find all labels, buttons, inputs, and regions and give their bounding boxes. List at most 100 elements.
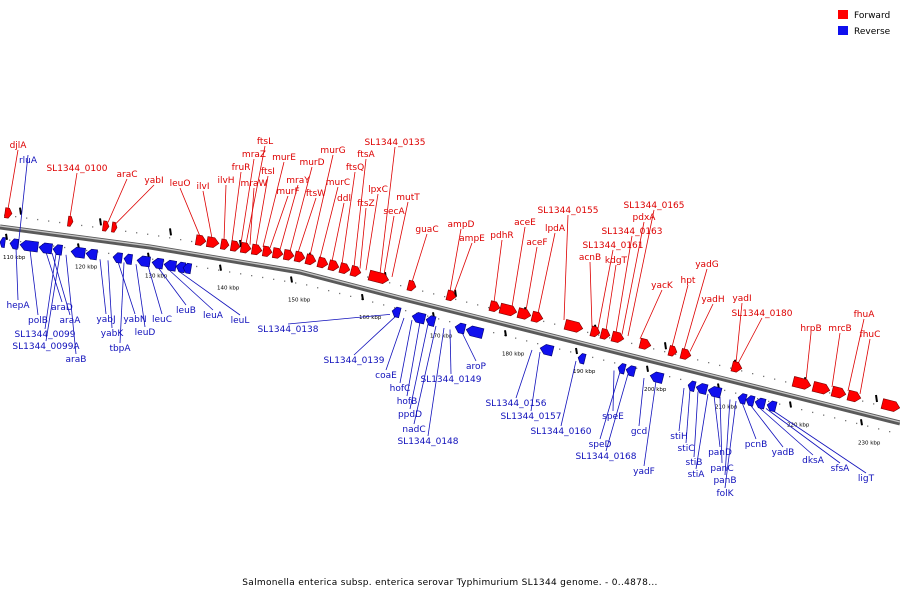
reverse-gene-arrow[interactable]: [391, 306, 402, 319]
reverse-gene-label[interactable]: ligT: [858, 474, 875, 484]
forward-gene-label[interactable]: ftsL: [257, 137, 273, 147]
reverse-gene-label[interactable]: pcnB: [745, 440, 768, 450]
reverse-gene-arrow[interactable]: [617, 363, 627, 375]
forward-gene-arrow[interactable]: [250, 243, 263, 256]
reverse-gene-label[interactable]: yabN: [123, 315, 146, 325]
reverse-gene-label[interactable]: speD: [589, 440, 612, 450]
reverse-gene-label[interactable]: SL1344_0139: [323, 356, 384, 366]
reverse-gene-label[interactable]: araB: [66, 355, 87, 365]
reverse-gene-label[interactable]: polB: [28, 316, 48, 326]
reverse-gene-label[interactable]: aroP: [466, 362, 487, 372]
forward-gene-arrow[interactable]: [589, 325, 601, 338]
reverse-gene-label[interactable]: speE: [602, 412, 624, 422]
reverse-gene-label[interactable]: hofB: [397, 397, 418, 407]
forward-gene-label[interactable]: mraZ: [242, 150, 266, 160]
forward-gene-label[interactable]: SL1344_0165: [623, 201, 684, 211]
forward-gene-arrow[interactable]: [730, 360, 743, 373]
forward-gene-label[interactable]: yacK: [651, 281, 674, 291]
forward-gene-label[interactable]: lpdA: [545, 224, 566, 234]
reverse-gene-label[interactable]: gcd: [631, 427, 647, 437]
reverse-gene-arrow[interactable]: [0, 237, 6, 248]
reverse-gene-label[interactable]: stiA: [688, 470, 706, 480]
forward-gene-label[interactable]: ftsQ: [346, 163, 364, 173]
forward-gene-arrow[interactable]: [102, 220, 110, 232]
reverse-gene-arrow[interactable]: [737, 393, 748, 405]
forward-gene-arrow[interactable]: [4, 207, 13, 219]
reverse-gene-label[interactable]: folK: [716, 489, 734, 499]
reverse-gene-label[interactable]: araA: [60, 316, 82, 326]
forward-gene-label[interactable]: mrcB: [828, 324, 851, 334]
reverse-gene-label[interactable]: nadC: [402, 425, 425, 435]
reverse-gene-arrow[interactable]: [687, 380, 697, 392]
forward-gene-label[interactable]: yabI: [144, 176, 163, 186]
reverse-gene-arrow[interactable]: [19, 240, 39, 253]
forward-gene-arrow[interactable]: [846, 389, 862, 403]
reverse-gene-arrow[interactable]: [707, 385, 723, 399]
forward-gene-label[interactable]: ftsZ: [357, 199, 374, 209]
forward-gene-arrow[interactable]: [271, 247, 284, 260]
forward-gene-label[interactable]: secA: [383, 207, 405, 217]
reverse-gene-arrow[interactable]: [9, 238, 19, 250]
forward-gene-arrow[interactable]: [679, 348, 692, 360]
forward-gene-arrow[interactable]: [261, 245, 273, 257]
forward-gene-label[interactable]: ftsI: [261, 167, 275, 177]
reverse-gene-label[interactable]: SL1344_0156: [485, 399, 546, 409]
forward-gene-label[interactable]: lpxC: [368, 185, 388, 195]
forward-gene-arrow[interactable]: [282, 249, 295, 261]
forward-gene-arrow[interactable]: [791, 376, 812, 390]
reverse-gene-label[interactable]: coaE: [375, 371, 397, 381]
reverse-gene-label[interactable]: rluA: [19, 156, 38, 166]
forward-gene-label[interactable]: ftsW: [306, 189, 326, 199]
reverse-gene-label[interactable]: panB: [713, 476, 736, 486]
reverse-gene-arrow[interactable]: [425, 315, 437, 327]
reverse-gene-arrow[interactable]: [766, 400, 778, 413]
reverse-gene-arrow[interactable]: [38, 242, 53, 255]
reverse-gene-label[interactable]: SL1344_0099: [14, 330, 75, 340]
forward-gene-label[interactable]: acnB: [579, 253, 601, 263]
reverse-gene-label[interactable]: SL1344_0148: [397, 437, 458, 447]
forward-gene-label[interactable]: SL1344_0155: [537, 206, 598, 216]
forward-gene-arrow[interactable]: [563, 319, 584, 333]
reverse-gene-label[interactable]: yadF: [633, 467, 655, 477]
reverse-gene-arrow[interactable]: [695, 382, 709, 395]
forward-gene-label[interactable]: ilvI: [197, 182, 210, 192]
forward-gene-arrow[interactable]: [293, 250, 306, 263]
reverse-gene-arrow[interactable]: [465, 325, 485, 339]
reverse-gene-arrow[interactable]: [123, 253, 133, 265]
forward-gene-arrow[interactable]: [488, 300, 501, 313]
forward-gene-arrow[interactable]: [811, 381, 831, 395]
forward-gene-label[interactable]: fhuA: [854, 310, 876, 320]
forward-gene-arrow[interactable]: [445, 289, 457, 302]
reverse-gene-label[interactable]: stiC: [677, 444, 694, 454]
forward-gene-arrow[interactable]: [367, 269, 390, 285]
forward-gene-arrow[interactable]: [219, 238, 230, 250]
reverse-gene-label[interactable]: hofC: [390, 384, 411, 394]
reverse-gene-label[interactable]: yabK: [101, 329, 125, 339]
forward-gene-label[interactable]: fhuC: [860, 330, 881, 340]
reverse-gene-label[interactable]: ppdD: [398, 410, 422, 420]
reverse-gene-arrow[interactable]: [754, 397, 767, 410]
forward-gene-arrow[interactable]: [638, 337, 652, 350]
reverse-gene-arrow[interactable]: [649, 371, 665, 384]
reverse-gene-label[interactable]: SL1344_0149: [420, 375, 481, 385]
forward-gene-arrow[interactable]: [498, 302, 518, 317]
forward-gene-arrow[interactable]: [599, 328, 611, 340]
reverse-gene-arrow[interactable]: [745, 395, 756, 407]
forward-gene-arrow[interactable]: [338, 262, 351, 275]
reverse-gene-label[interactable]: stiB: [686, 458, 703, 468]
forward-gene-label[interactable]: guaC: [415, 225, 438, 235]
reverse-gene-label[interactable]: SL1344_0160: [530, 427, 591, 437]
forward-gene-label[interactable]: murG: [320, 146, 345, 156]
reverse-gene-label[interactable]: panC: [710, 464, 733, 474]
forward-gene-arrow[interactable]: [111, 221, 118, 233]
forward-gene-label[interactable]: ftsA: [357, 150, 375, 160]
reverse-gene-arrow[interactable]: [85, 248, 98, 261]
forward-gene-label[interactable]: SL1344_0180: [731, 309, 792, 319]
reverse-gene-arrow[interactable]: [577, 353, 587, 365]
forward-gene-arrow[interactable]: [67, 215, 74, 227]
forward-gene-label[interactable]: murF: [276, 187, 299, 197]
reverse-gene-label[interactable]: SL1344_0099A: [12, 342, 80, 352]
reverse-gene-arrow[interactable]: [151, 257, 165, 270]
forward-gene-label[interactable]: murE: [272, 153, 296, 163]
forward-gene-arrow[interactable]: [327, 259, 340, 272]
